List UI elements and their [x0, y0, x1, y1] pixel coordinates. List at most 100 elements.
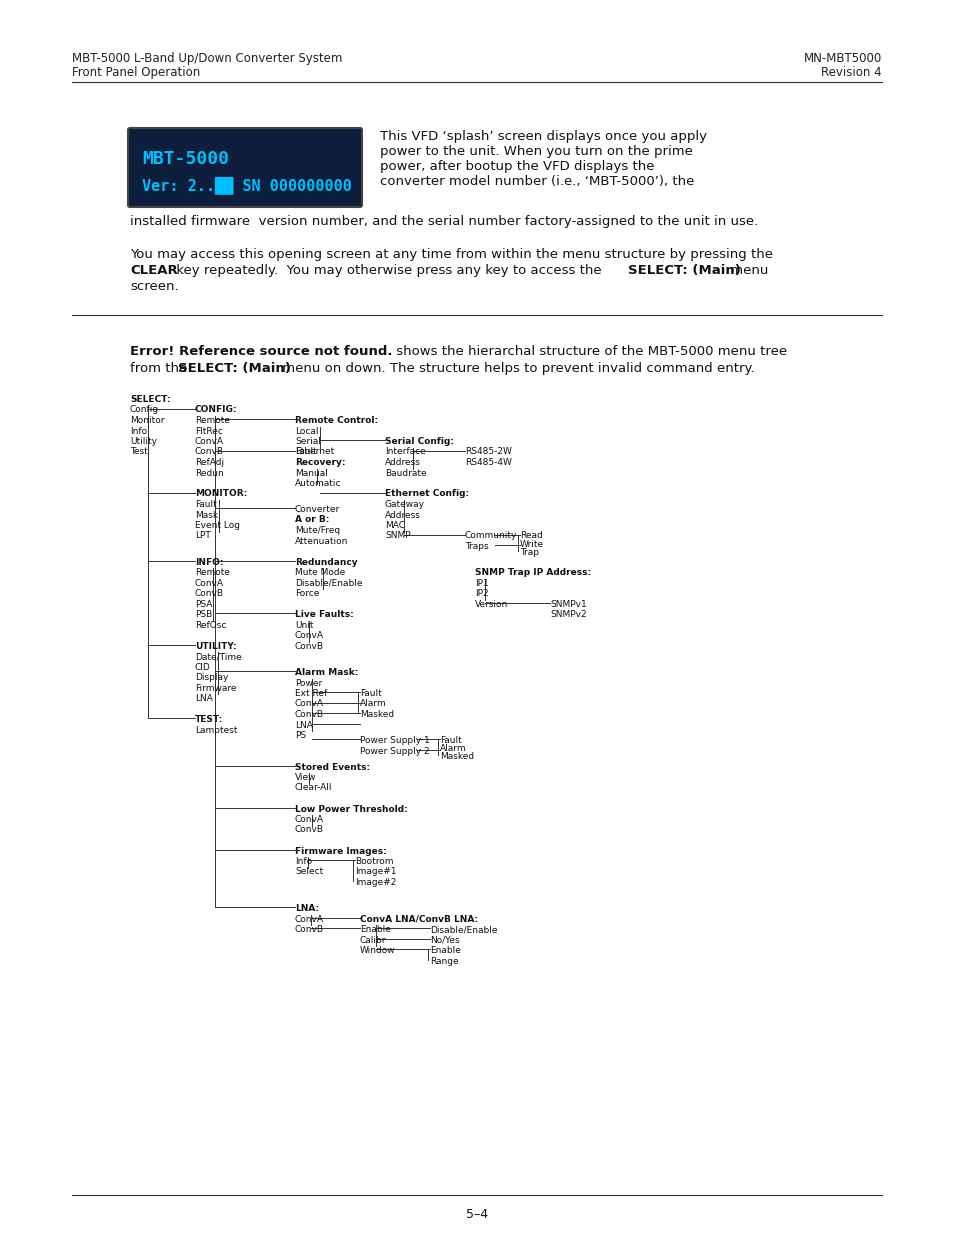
Text: Trap: Trap	[519, 548, 538, 557]
Text: Mute Mode: Mute Mode	[294, 568, 345, 577]
Text: CID: CID	[194, 663, 211, 672]
Text: PSA: PSA	[194, 600, 213, 609]
Text: FltRec: FltRec	[194, 426, 223, 436]
Text: Info: Info	[294, 857, 312, 866]
Text: ConvA: ConvA	[294, 631, 324, 640]
Text: ConvA: ConvA	[294, 815, 324, 824]
Text: MBT-5000 L-Band Up/Down Converter System: MBT-5000 L-Band Up/Down Converter System	[71, 52, 342, 65]
Text: You may access this opening screen at any time from within the menu structure by: You may access this opening screen at an…	[130, 248, 772, 261]
Text: Recovery:: Recovery:	[294, 458, 345, 467]
Text: 5–4: 5–4	[465, 1208, 488, 1221]
Text: MBT-5000: MBT-5000	[142, 149, 229, 168]
Text: Disable/Enable: Disable/Enable	[430, 925, 497, 934]
Text: MONITOR:: MONITOR:	[194, 489, 247, 499]
Text: Front Panel Operation: Front Panel Operation	[71, 65, 200, 79]
Text: CLEAR: CLEAR	[130, 264, 177, 277]
Text: Enable: Enable	[359, 925, 391, 934]
Text: Window: Window	[359, 946, 395, 955]
Text: SNMP Trap IP Address:: SNMP Trap IP Address:	[475, 568, 591, 577]
Text: Error! Reference source not found.: Error! Reference source not found.	[130, 345, 392, 358]
Text: Power Supply 1: Power Supply 1	[359, 736, 429, 745]
Text: ConvB: ConvB	[294, 925, 324, 934]
Text: MAC: MAC	[385, 521, 405, 530]
Text: LNA: LNA	[194, 694, 213, 703]
Text: Image#1: Image#1	[355, 867, 396, 877]
Text: Fault: Fault	[194, 500, 216, 509]
Text: Alarm: Alarm	[439, 745, 466, 753]
Text: Event Log: Event Log	[194, 521, 240, 530]
Text: Clear-All: Clear-All	[294, 783, 333, 793]
Text: SELECT: (Main): SELECT: (Main)	[627, 264, 740, 277]
Text: ConvB: ConvB	[294, 642, 324, 651]
Text: Address: Address	[385, 458, 420, 467]
Text: ConvB: ConvB	[194, 589, 224, 598]
Text: Alarm Mask:: Alarm Mask:	[294, 668, 358, 677]
Text: Range: Range	[430, 957, 458, 966]
Text: Ethernet: Ethernet	[294, 447, 334, 457]
Text: key repeatedly.  You may otherwise press any key to access the: key repeatedly. You may otherwise press …	[172, 264, 605, 277]
Text: Power: Power	[294, 678, 322, 688]
Text: Calibr: Calibr	[359, 936, 386, 945]
Text: PSB: PSB	[194, 610, 212, 619]
Text: Redun: Redun	[194, 468, 224, 478]
Text: Enable: Enable	[430, 946, 460, 955]
Text: Power Supply 2: Power Supply 2	[359, 747, 429, 756]
Text: Stored Events:: Stored Events:	[294, 762, 370, 772]
Text: Force: Force	[294, 589, 319, 598]
Text: Firmware Images:: Firmware Images:	[294, 846, 386, 856]
Text: Ethernet Config:: Ethernet Config:	[385, 489, 469, 499]
Text: ConvA: ConvA	[294, 699, 324, 709]
Text: Interface: Interface	[385, 447, 425, 457]
Text: RefOsc: RefOsc	[194, 621, 226, 630]
Text: Firmware: Firmware	[194, 684, 236, 693]
Text: RefAdj: RefAdj	[194, 458, 224, 467]
Text: Remote: Remote	[194, 568, 230, 577]
Text: ConvB: ConvB	[294, 825, 324, 835]
Text: Serial: Serial	[294, 437, 320, 446]
Text: Masked: Masked	[359, 710, 394, 719]
Text: LPT: LPT	[194, 531, 211, 541]
FancyBboxPatch shape	[128, 128, 361, 207]
Text: Fault: Fault	[294, 447, 316, 457]
Text: Fault: Fault	[359, 689, 381, 698]
Text: Date/Time: Date/Time	[194, 652, 241, 661]
Text: LNA: LNA	[294, 720, 313, 730]
Text: Version: Version	[475, 600, 508, 609]
Text: Read: Read	[519, 531, 542, 541]
Text: Disable/Enable: Disable/Enable	[294, 579, 362, 588]
Text: Redundancy: Redundancy	[294, 558, 357, 567]
Text: screen.: screen.	[130, 280, 178, 293]
Text: Remote: Remote	[194, 416, 230, 425]
Text: ConvB: ConvB	[194, 447, 224, 457]
Text: Ver: 2..██ SN 000000000: Ver: 2..██ SN 000000000	[142, 177, 352, 194]
Text: IP1: IP1	[475, 579, 488, 588]
Text: installed firmware  version number, and the serial number factory-assigned to th: installed firmware version number, and t…	[130, 215, 758, 228]
Text: Ext Ref: Ext Ref	[294, 689, 327, 698]
Text: Alarm: Alarm	[359, 699, 386, 709]
Text: Mute/Freq: Mute/Freq	[294, 526, 340, 535]
Text: menu: menu	[725, 264, 767, 277]
Text: Revision 4: Revision 4	[821, 65, 882, 79]
Text: from the: from the	[130, 362, 192, 375]
Text: This VFD ‘splash’ screen displays once you apply
power to the unit. When you tur: This VFD ‘splash’ screen displays once y…	[379, 130, 706, 188]
Text: Mask: Mask	[194, 510, 218, 520]
Text: No/Yes: No/Yes	[430, 936, 459, 945]
Text: Image#2: Image#2	[355, 878, 395, 887]
Text: Automatic: Automatic	[294, 479, 341, 488]
Text: PS: PS	[294, 731, 306, 740]
Text: Community: Community	[464, 531, 517, 541]
Text: SELECT:: SELECT:	[130, 395, 171, 404]
Text: TEST:: TEST:	[194, 715, 223, 724]
Text: Lamptest: Lamptest	[194, 726, 237, 735]
Text: Low Power Threshold:: Low Power Threshold:	[294, 804, 407, 814]
Text: SNMP: SNMP	[385, 531, 410, 541]
Text: A or B:: A or B:	[294, 515, 329, 524]
Text: Unit: Unit	[294, 621, 314, 630]
Text: Write: Write	[519, 540, 543, 548]
Text: Config: Config	[130, 405, 159, 415]
Text: Converter: Converter	[294, 505, 340, 514]
Text: Test: Test	[130, 447, 148, 457]
Text: ConvA: ConvA	[294, 915, 324, 924]
Text: Fault: Fault	[439, 736, 461, 745]
Text: MN-MBT5000: MN-MBT5000	[803, 52, 882, 65]
